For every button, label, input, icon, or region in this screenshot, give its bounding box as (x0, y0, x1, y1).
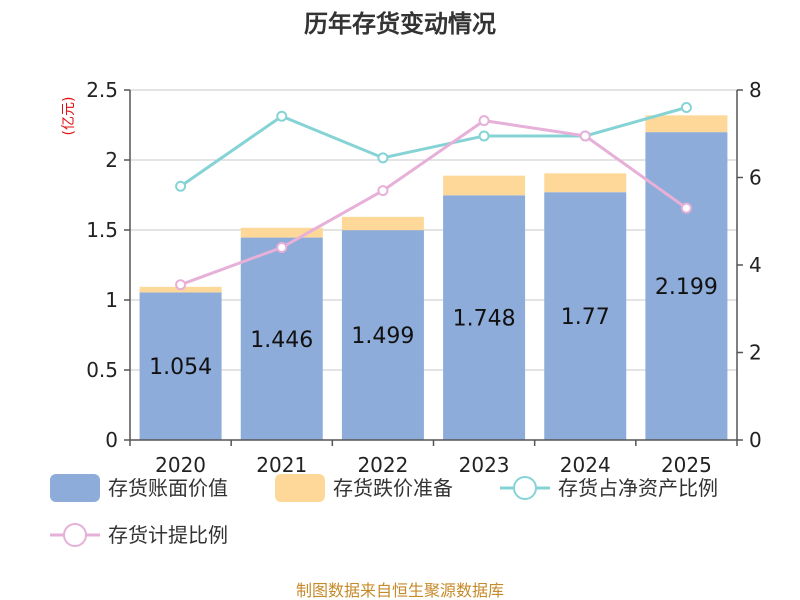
y-right-tick-label: 4 (749, 253, 762, 277)
lines (175, 102, 692, 291)
bar-value-label: 1.499 (351, 324, 414, 349)
legend-marker (63, 523, 87, 547)
bar-impairment-reserve (240, 227, 323, 238)
bar-book-value (645, 132, 728, 440)
bar-book-value (341, 230, 424, 440)
bar-book-value (139, 292, 222, 440)
legend-item: 存货账面价值 (50, 474, 228, 502)
y-left-tick-label: 1.5 (86, 218, 118, 242)
y-right-tick-label: 8 (749, 78, 762, 102)
x-tick-label: 2025 (661, 453, 712, 477)
line-point (377, 152, 389, 164)
data-source: 制图数据来自恒生聚源数据库 (296, 581, 504, 600)
bar-book-value (240, 237, 323, 440)
line-point (276, 110, 288, 122)
legend-marker (513, 476, 537, 500)
y-left-tick-label: 2.5 (86, 78, 118, 102)
line-inventory-to-net-assets (179, 106, 687, 188)
x-tick-label: 2023 (459, 453, 510, 477)
chart-title: 历年存货变动情况 (304, 10, 496, 38)
y-left-tick-label: 1 (105, 288, 118, 312)
bar-value-label: 1.054 (149, 355, 212, 380)
y-right-tick-label: 6 (749, 166, 762, 190)
line-point (276, 242, 288, 253)
line-point (680, 202, 692, 214)
line-point (175, 180, 187, 192)
line-point (175, 279, 187, 291)
x-tick-label: 2021 (256, 453, 307, 477)
axes: 0 0.5 1 1.5 2 2.5 0 2 4 6 8 2020 2021 2022 2023 2024 202… (86, 78, 762, 477)
y-right-tick-label: 2 (749, 341, 762, 365)
bar-value-label: 2.199 (655, 275, 718, 300)
bar-impairment-reserve (341, 216, 424, 231)
legend-item: 存货跌价准备 (275, 474, 453, 502)
bar-value-label: 1.77 (561, 305, 610, 330)
legend-label: 存货计提比例 (108, 523, 228, 547)
bar-value-label: 1.748 (453, 307, 516, 332)
y-right-tick-label: 0 (749, 428, 762, 452)
y-left-tick-label: 0 (105, 428, 118, 452)
legend-swatch (50, 474, 100, 502)
bar-impairment-reserve (544, 173, 627, 193)
bar-book-value (544, 192, 627, 440)
legend-item: 存货占净资产比例 (500, 476, 718, 500)
x-tick-label: 2022 (357, 453, 408, 477)
line-point (478, 115, 490, 127)
bar-value-label: 1.446 (250, 328, 313, 353)
line-point (680, 102, 692, 113)
y-axis-unit: (亿元) (61, 97, 77, 136)
gridlines (130, 89, 737, 371)
y-left-tick-label: 2 (105, 148, 118, 172)
bars: 1.054 1.446 1.499 1.748 1.77 2.199 (139, 115, 728, 440)
legend-item: 存货计提比例 (50, 523, 228, 547)
line-point (478, 130, 490, 142)
x-tick-label: 2024 (560, 453, 611, 477)
line-point (579, 130, 591, 142)
legend-swatch (275, 474, 325, 502)
x-tick-label: 2020 (155, 453, 206, 477)
legend-label: 存货占净资产比例 (558, 476, 718, 500)
bar-book-value (443, 195, 526, 440)
bar-impairment-reserve (645, 115, 728, 133)
y-left-tick-label: 0.5 (86, 358, 118, 382)
bar-impairment-reserve (443, 175, 526, 196)
line-provision-ratio (180, 119, 688, 287)
line-point (377, 185, 389, 197)
legend-label: 存货账面价值 (108, 476, 228, 500)
legend-label: 存货跌价准备 (333, 476, 453, 500)
